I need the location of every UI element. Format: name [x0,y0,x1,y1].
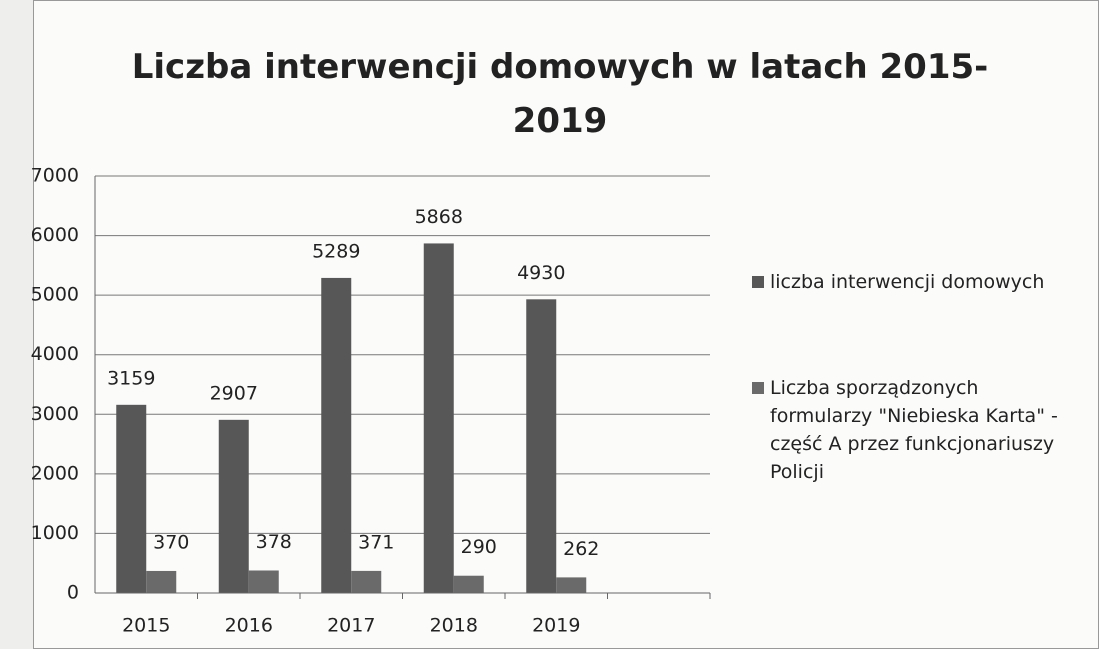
bar [218,419,249,593]
data-label: 378 [256,531,292,553]
data-label: 262 [563,538,599,560]
x-tick-label: 2016 [225,615,273,637]
y-tick-label: 4000 [31,343,79,365]
bar [146,570,177,593]
x-tick-label: 2017 [327,615,375,637]
bar [321,277,352,593]
bar [116,404,147,593]
legend-label: Liczba sporządzonych formularzy "Niebies… [770,377,1058,483]
legend-entry: Liczba sporządzonych formularzy "Niebies… [752,374,1082,486]
bar [453,575,484,593]
data-label: 371 [358,531,394,553]
x-tick-label: 2018 [430,615,478,637]
data-label: 370 [153,531,189,553]
y-tick-label: 3000 [31,403,79,425]
data-label: 2907 [210,382,258,404]
y-tick-label: 1000 [31,522,79,544]
bar [526,299,557,593]
data-label: 5289 [312,240,360,262]
bar [351,570,382,593]
y-tick-label: 5000 [31,284,79,306]
y-tick-label: 0 [67,582,79,604]
bar [423,243,454,593]
legend-label: liczba interwencji domowych [770,271,1045,293]
chart-frame [33,0,1099,649]
y-tick-label: 2000 [31,462,79,484]
legend-entry: liczba interwencji domowych [752,268,1082,296]
legend: liczba interwencji domowych Liczba sporzą… [752,268,1082,564]
data-label: 5868 [415,206,463,228]
data-label: 4930 [517,262,565,284]
legend-swatch [752,276,764,288]
legend-swatch [752,382,764,394]
x-tick-label: 2015 [122,615,170,637]
data-label: 290 [461,536,497,558]
chart-title: Liczba interwencji domowych w latach 201… [131,47,989,141]
data-label: 3159 [107,367,155,389]
y-tick-label: 6000 [31,224,79,246]
y-tick-label: 7000 [31,165,79,187]
bar [556,577,587,593]
x-tick-label: 2019 [532,615,580,637]
bar [248,570,279,593]
